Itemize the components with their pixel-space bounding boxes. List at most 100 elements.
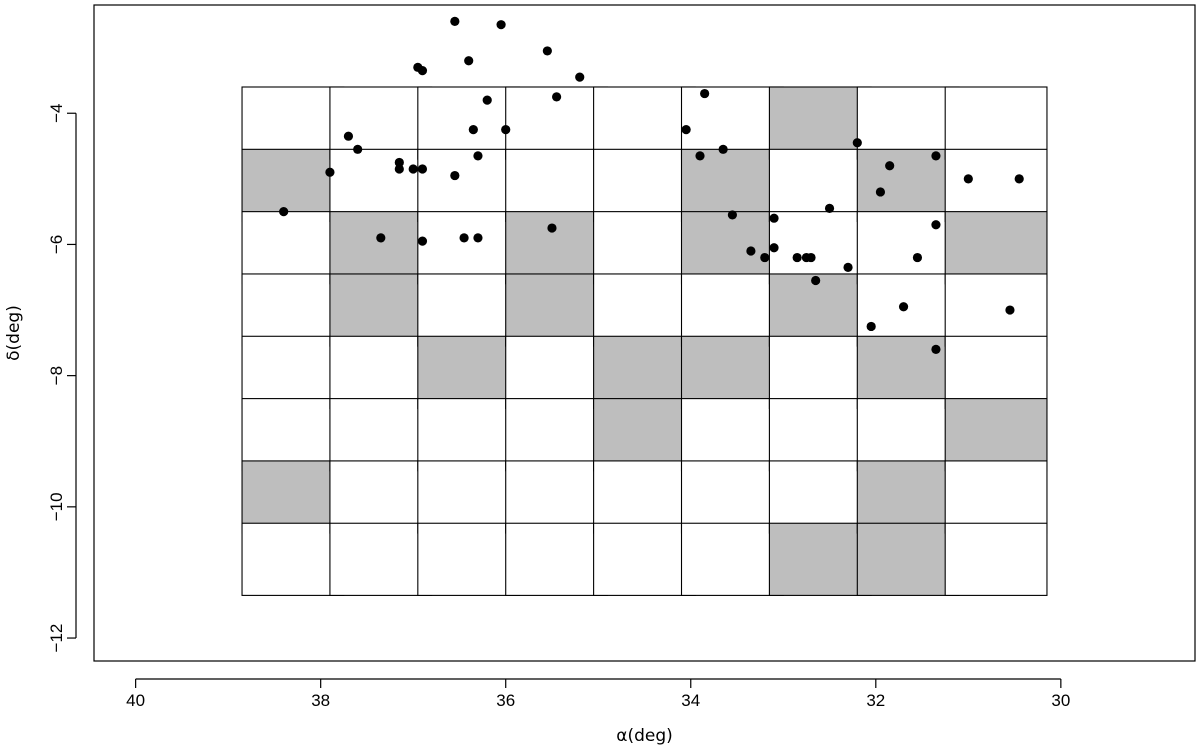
survey-field	[329, 398, 433, 472]
data-point	[746, 246, 756, 256]
data-point	[417, 164, 428, 174]
x-axis-title: α(deg)	[616, 726, 673, 746]
y-tick-label: −6	[47, 235, 66, 254]
data-point	[931, 151, 941, 161]
survey-field	[505, 398, 609, 472]
survey-field	[329, 460, 433, 534]
data-point	[343, 131, 354, 141]
survey-field	[593, 460, 696, 534]
data-point	[459, 233, 469, 243]
survey-field	[593, 522, 696, 596]
survey-field	[944, 460, 1048, 534]
survey-field	[417, 273, 521, 347]
survey-field	[417, 460, 521, 534]
data-point	[760, 252, 770, 263]
data-point	[575, 72, 585, 82]
data-point	[866, 321, 876, 332]
data-point	[1014, 174, 1024, 184]
data-point	[417, 236, 428, 246]
data-point	[417, 66, 428, 76]
data-point	[792, 252, 802, 263]
survey-field	[768, 398, 872, 472]
survey-field	[241, 398, 345, 472]
survey-field-shaded	[944, 211, 1048, 285]
survey-field	[856, 398, 960, 472]
survey-field	[329, 335, 433, 409]
y-tick-label: −8	[47, 366, 66, 385]
survey-field	[505, 460, 609, 534]
survey-field-shaded	[768, 86, 872, 160]
data-point	[394, 157, 404, 168]
survey-field	[417, 148, 521, 223]
survey-field	[856, 86, 960, 160]
survey-field	[241, 86, 345, 160]
data-point	[473, 233, 483, 243]
data-point	[912, 252, 923, 263]
data-points	[279, 16, 1024, 354]
data-point	[552, 92, 562, 102]
survey-field	[593, 211, 696, 285]
axes: 40 38 36 34 32 30 −4 −6 −8 −10 −12	[47, 104, 1070, 710]
x-tick-label: 32	[866, 691, 885, 710]
survey-field	[593, 273, 696, 347]
data-point	[450, 170, 460, 181]
survey-field	[329, 522, 433, 596]
data-point	[681, 125, 691, 135]
y-tick-label: −4	[47, 104, 66, 123]
data-point	[408, 164, 418, 174]
survey-field-shaded	[329, 273, 433, 347]
survey-field-shaded	[856, 335, 960, 409]
x-tick-label: 40	[126, 691, 145, 710]
data-point	[875, 187, 886, 197]
survey-field	[417, 211, 521, 285]
data-point	[931, 220, 941, 230]
data-point	[843, 262, 853, 272]
data-point	[482, 95, 492, 105]
data-point	[931, 344, 941, 354]
data-point	[769, 213, 779, 223]
survey-field	[944, 522, 1048, 596]
survey-field-shaded	[680, 148, 784, 223]
data-point	[885, 161, 895, 171]
survey-field	[680, 460, 784, 534]
survey-field	[505, 148, 609, 223]
survey-field	[856, 211, 960, 285]
survey-field-shaded	[680, 211, 784, 285]
y-tick-label: −12	[47, 624, 66, 653]
data-point	[501, 125, 511, 135]
survey-field	[417, 522, 521, 596]
data-point	[496, 20, 506, 30]
data-point	[353, 144, 363, 154]
x-tick-label: 38	[311, 691, 330, 710]
survey-field-shaded	[856, 522, 960, 596]
survey-field-shaded	[329, 211, 433, 285]
y-tick-label: −10	[47, 492, 66, 521]
survey-field	[329, 148, 433, 223]
survey-field	[680, 273, 784, 347]
survey-field	[241, 522, 345, 596]
survey-field-shaded	[241, 148, 345, 223]
survey-fields	[241, 86, 1048, 596]
survey-field	[680, 398, 784, 472]
survey-field	[417, 86, 521, 160]
survey-field	[856, 273, 960, 347]
data-point	[727, 210, 737, 220]
survey-field	[593, 148, 696, 223]
data-point	[468, 125, 478, 135]
plot-frame	[93, 4, 1196, 662]
survey-field	[768, 211, 872, 285]
data-point	[852, 138, 862, 148]
survey-field	[241, 211, 345, 285]
data-point	[325, 167, 335, 177]
survey-field-shaded	[856, 460, 960, 534]
data-point	[963, 174, 973, 184]
survey-field	[680, 86, 784, 160]
survey-field-shaded	[768, 522, 872, 596]
survey-field	[944, 273, 1048, 347]
data-point	[1005, 305, 1015, 315]
survey-field	[944, 86, 1048, 160]
data-point	[473, 151, 483, 161]
survey-field	[944, 335, 1048, 409]
data-point	[450, 16, 460, 26]
survey-field-shaded	[417, 335, 521, 409]
